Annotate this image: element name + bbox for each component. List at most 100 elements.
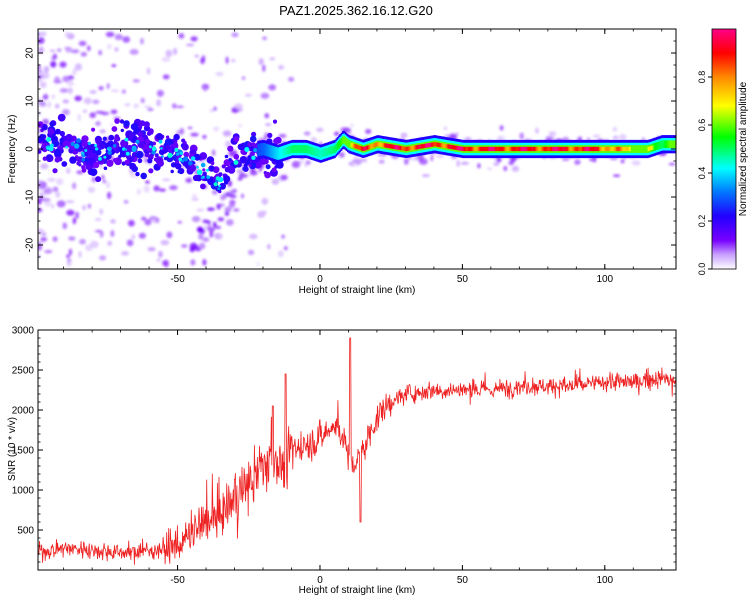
heatmap-noise-blob: [561, 157, 570, 161]
heatmap-noise-blob: [455, 132, 459, 136]
heatmap-noise-blob: [161, 56, 171, 63]
heatmap-noise-blob: [175, 105, 184, 109]
heatmap-ridge-speck: [200, 176, 204, 180]
heatmap-ridge-blob: [114, 148, 120, 154]
heatmap-ridge-band-inner: [331, 146, 334, 154]
heatmap-trail-blob: [263, 135, 268, 140]
heatmap-noise-blob: [143, 185, 150, 193]
heatmap-noise-blob: [55, 191, 61, 198]
heatmap-noise-blob: [141, 216, 147, 221]
heatmap-ridge-blob: [120, 128, 125, 133]
heatmap-ridge-band-inner: [630, 145, 632, 153]
heatmap-ridge-core: [381, 142, 383, 148]
heatmap-ridge-blob: [157, 159, 165, 167]
heatmap-ridge-blob: [128, 156, 135, 162]
heatmap-noise-blob: [85, 244, 93, 251]
heatmap-ridge-speck: [124, 148, 128, 151]
heatmap-ridge-band-inner: [329, 146, 331, 155]
heatmap-noise-blob: [145, 180, 150, 184]
heatmap-noise-blob: [238, 124, 243, 127]
heatmap-ridge-core: [579, 146, 581, 152]
heatmap-trail-blob: [204, 220, 211, 224]
heatmap-noise-blob: [65, 167, 71, 174]
heatmap-trail-blob: [202, 237, 210, 242]
heatmap-ridge-blob: [76, 156, 84, 163]
heatmap-ridge-blob: [227, 145, 234, 152]
heatmap-noise-blob: [511, 165, 520, 173]
heatmap-noise-blob: [39, 31, 47, 37]
heatmap-noise-blob: [38, 78, 42, 82]
heatmap-ridge-blob: [210, 161, 215, 165]
heatmap-noise-blob: [499, 125, 504, 131]
heatmap-ridge-blob: [249, 135, 257, 143]
heatmap-ridge-core: [419, 144, 422, 149]
heatmap-noise-blob: [258, 58, 264, 66]
heatmap-ridge-core: [409, 146, 412, 151]
heatmap-ridge-core: [365, 145, 368, 151]
heatmap-ridge-core: [584, 146, 587, 152]
heatmap-ridge-blob: [200, 183, 206, 190]
heatmap-noise-blob: [111, 64, 117, 68]
heatmap-noise-blob: [503, 165, 508, 172]
heatmap-ridge-speck: [149, 145, 152, 149]
heatmap-noise-blob: [44, 66, 49, 73]
heatmap-noise-blob: [89, 112, 96, 119]
heatmap-ridge-band-inner: [638, 145, 640, 153]
colorbar-bar: [711, 28, 737, 270]
heatmap-noise-blob: [261, 197, 269, 205]
heatmap-ridge-band-inner: [671, 140, 673, 149]
heatmap-ridge-blob: [53, 149, 62, 157]
heatmap-noise-blob: [234, 103, 243, 110]
heatmap-noise-blob: [51, 94, 55, 99]
heatmap-ridge-blob: [165, 144, 171, 149]
snr-x-tick-label: 100: [596, 575, 613, 586]
heatmap-noise-blob: [269, 57, 276, 61]
heatmap-ridge-blob: [83, 161, 88, 166]
heatmap-ridge-core: [382, 143, 385, 148]
heatmap-noise-blob: [106, 181, 110, 189]
heatmap-ridge-band-inner: [303, 145, 306, 153]
heatmap-x-tick-label: 50: [457, 274, 469, 285]
heatmap-ridge-core: [626, 146, 628, 152]
snr-x-tick-label: 50: [457, 575, 469, 586]
heatmap-trail-blob: [220, 194, 226, 201]
heatmap-ridge-band-inner: [324, 148, 326, 157]
heatmap-ridge-core: [609, 146, 611, 152]
heatmap-ridge-core: [572, 146, 574, 152]
heatmap-ridge-core: [503, 146, 506, 152]
heatmap-ridge-blob: [248, 163, 252, 168]
heatmap-ridge-band-inner: [673, 140, 676, 149]
colorbar-ticks: 0.0 0.2 0.4 0.6 0.8: [697, 71, 712, 275]
heatmap-ridge-core: [478, 146, 480, 152]
heatmap-ridge-core: [448, 144, 450, 149]
heatmap-noise-blob: [443, 126, 447, 130]
heatmap-ridge-band-inner: [338, 140, 340, 149]
heatmap-ridge-speck: [215, 176, 220, 181]
heatmap-ridge-core: [396, 145, 399, 150]
heatmap-ridge-blob: [173, 133, 180, 141]
heatmap-noise-blob: [68, 75, 75, 80]
heatmap-ridge-band-inner: [641, 145, 644, 153]
heatmap-noise-blob: [87, 186, 96, 193]
heatmap-ridge-blob: [242, 166, 247, 171]
heatmap-trail-blob: [236, 169, 245, 173]
heatmap-ridge-speck: [74, 143, 80, 149]
heatmap-ridge-blob: [193, 153, 201, 161]
heatmap-noise-blob: [40, 163, 49, 170]
heatmap-ridge-core: [433, 142, 436, 147]
heatmap-noise-blob: [202, 135, 207, 139]
heatmap-ridge-core: [465, 146, 467, 152]
heatmap-ridge-core: [603, 146, 606, 152]
heatmap-trail-blob: [241, 193, 244, 199]
heatmap-noise-blob: [47, 101, 51, 109]
snr-plot-frame: [37, 329, 677, 571]
heatmap-ridge-core: [546, 146, 549, 152]
heatmap-ridge-core: [555, 146, 557, 152]
heatmap-noise-blob: [146, 67, 151, 75]
heatmap-noise-blob: [280, 174, 288, 181]
heatmap-noise-blob: [262, 36, 267, 41]
heatmap-ridge-core: [606, 146, 608, 152]
heatmap-noise-blob: [256, 262, 260, 266]
